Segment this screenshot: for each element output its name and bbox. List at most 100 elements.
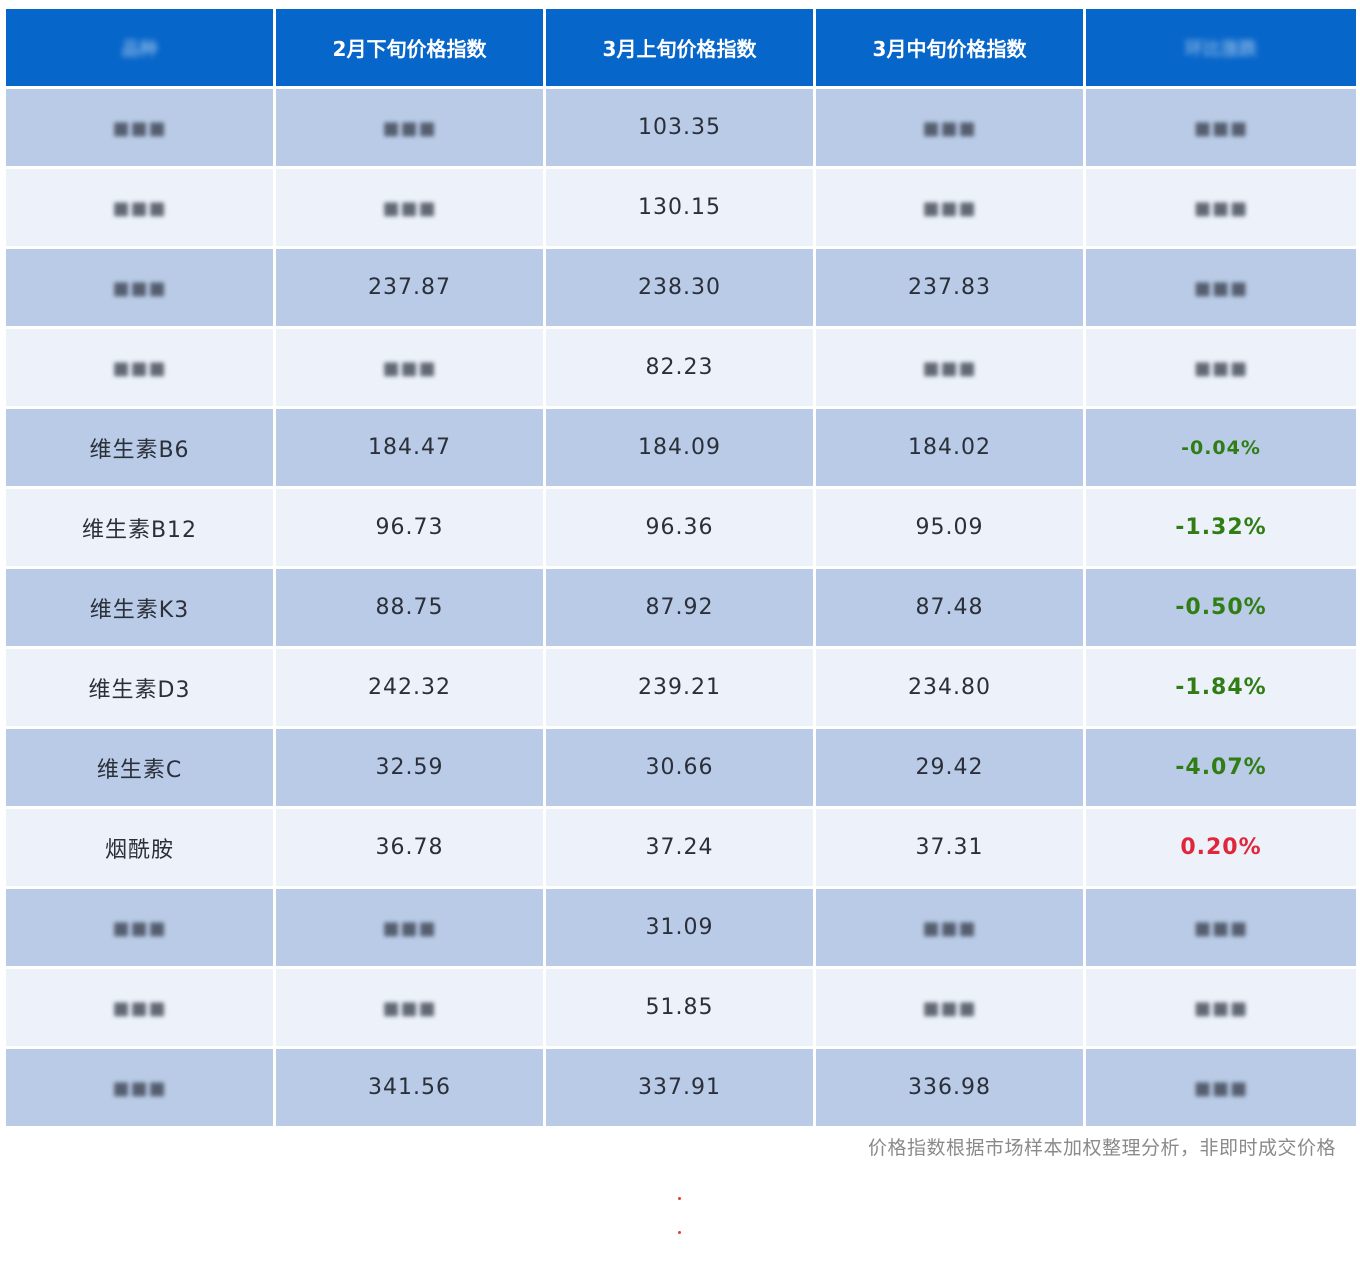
cell-value: 30.66 [645,755,714,780]
blurred-value: ■■■ [1193,198,1249,219]
cell-value: 237.87 [368,275,451,300]
cell-change: -0.50% [1086,569,1356,646]
cell-value: 维生素B12 [81,517,198,543]
cell-value: 336.98 [908,1075,991,1100]
cell-value: -0.04% [1181,437,1261,459]
cell-value: 87.48 [915,595,984,620]
blurred-value: ■■■ [922,918,977,939]
cell-mid-mar: ■■■ [816,169,1083,246]
cell-value: 237.83 [908,275,991,300]
cell-late-feb: 96.73 [276,489,543,566]
table-row: 维生素K3 88.75 87.92 87.48 -0.50% [6,569,1356,646]
cell-change: ■■■ [1086,249,1356,326]
cell-product: 烟酰胺 [6,809,273,886]
blurred-value: ■■■ [112,118,167,139]
cell-product: 维生素B6 [6,409,273,486]
blurred-value: ■■■ [1193,118,1249,139]
cell-change: ■■■ [1086,1049,1356,1126]
blurred-value: ■■■ [922,358,977,379]
cell-value: 103.35 [638,115,721,140]
cell-late-feb: ■■■ [276,89,543,166]
table-row: 维生素B6 184.47 184.09 184.02 -0.04% [6,409,1356,486]
cell-product: 维生素D3 [6,649,273,726]
cell-early-mar: 239.21 [546,649,813,726]
table-body: ■■■ ■■■ 103.35 ■■■ ■■■ ■■■ ■■■ 130.15 ■■■ ■■■ ■■■ 2… [6,89,1356,1126]
blurred-value: ■■■ [112,998,167,1019]
cell-mid-mar: 87.48 [816,569,1083,646]
cell-value: 242.32 [368,675,451,700]
cell-mid-mar: ■■■ [816,889,1083,966]
cell-value: 32.59 [375,755,444,780]
cell-value: 341.56 [368,1075,451,1100]
cell-mid-mar: ■■■ [816,969,1083,1046]
blurred-value: ■■■ [382,358,437,379]
cell-value: 36.78 [375,835,444,860]
cell-early-mar: 30.66 [546,729,813,806]
table-row: ■■■ ■■■ 130.15 ■■■ ■■■ [6,169,1356,246]
cell-value: 87.92 [645,595,714,620]
cell-early-mar: 184.09 [546,409,813,486]
cell-value: 130.15 [638,195,721,220]
cell-value: 184.47 [368,435,451,460]
table-row: 烟酰胺 36.78 37.24 37.31 0.20% [6,809,1356,886]
cell-change: ■■■ [1086,889,1356,966]
blurred-value: ■■■ [382,118,437,139]
cell-value: 51.85 [645,995,714,1020]
cell-value: 0.20% [1180,835,1262,860]
cell-early-mar: 82.23 [546,329,813,406]
cell-product: 维生素B12 [6,489,273,566]
cell-late-feb: 237.87 [276,249,543,326]
cell-value: 238.30 [638,275,721,300]
cell-product: ■■■ [6,969,273,1046]
blurred-value: ■■■ [382,998,437,1019]
header-product: 品种 [6,9,273,86]
cell-mid-mar: 336.98 [816,1049,1083,1126]
cell-late-feb: 32.59 [276,729,543,806]
cell-early-mar: 103.35 [546,89,813,166]
cell-value: 88.75 [375,595,444,620]
cell-early-mar: 96.36 [546,489,813,566]
blurred-value: ■■■ [112,918,167,939]
cell-value: -1.32% [1175,515,1267,540]
cell-product: ■■■ [6,329,273,406]
cell-late-feb: ■■■ [276,169,543,246]
header-late-feb: 2月下旬价格指数 [276,9,543,86]
blurred-value: ■■■ [922,998,977,1019]
cell-value: -1.84% [1175,675,1267,700]
cell-value: -4.07% [1175,755,1267,780]
cell-early-mar: 51.85 [546,969,813,1046]
cell-early-mar: 337.91 [546,1049,813,1126]
cell-early-mar: 31.09 [546,889,813,966]
cell-value: 31.09 [645,915,714,940]
cell-value: 96.73 [375,515,444,540]
blurred-value: ■■■ [382,918,437,939]
cell-mid-mar: ■■■ [816,329,1083,406]
cell-value: 维生素B6 [89,437,190,463]
cell-mid-mar: 95.09 [816,489,1083,566]
table-header-row: 品种 2月下旬价格指数 3月上旬价格指数 3月中旬价格指数 环比涨跌 [6,9,1356,86]
cell-value: 37.24 [645,835,714,860]
decorative-dot [678,1231,681,1234]
cell-mid-mar: 37.31 [816,809,1083,886]
cell-late-feb: 36.78 [276,809,543,886]
blurred-value: ■■■ [922,118,977,139]
cell-value: 184.02 [908,435,991,460]
cell-late-feb: 88.75 [276,569,543,646]
table-row: ■■■ 237.87 238.30 237.83 ■■■ [6,249,1356,326]
blurred-value: ■■■ [1193,918,1249,939]
cell-value: 184.09 [638,435,721,460]
cell-mid-mar: 184.02 [816,409,1083,486]
cell-change: -1.32% [1086,489,1356,566]
blurred-value: ■■■ [1193,998,1249,1019]
cell-mid-mar: ■■■ [816,89,1083,166]
cell-change: ■■■ [1086,969,1356,1046]
cell-change: ■■■ [1086,169,1356,246]
header-early-mar: 3月上旬价格指数 [546,9,813,86]
cell-late-feb: 184.47 [276,409,543,486]
blurred-value: ■■■ [382,198,437,219]
blurred-value: ■■■ [112,278,167,299]
blurred-header-text: 品种 [121,38,158,60]
cell-product: 维生素K3 [6,569,273,646]
cell-value: -0.50% [1175,595,1267,620]
table-row: ■■■ 341.56 337.91 336.98 ■■■ [6,1049,1356,1126]
